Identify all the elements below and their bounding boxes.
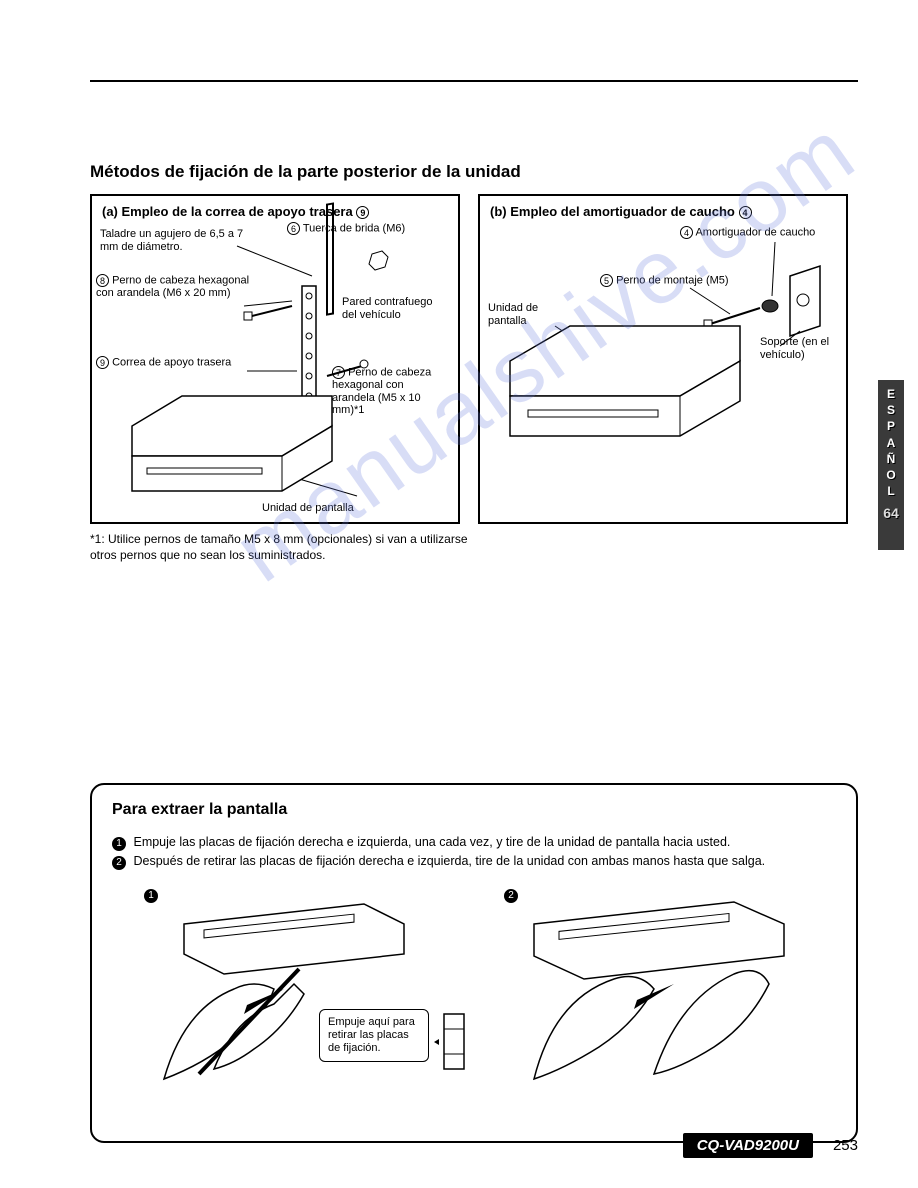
remove-illustrations: 1 Empuje aquí para retirar las placas de… <box>112 889 836 1099</box>
tab-letter: Ñ <box>878 451 904 467</box>
diagram-a-drawing <box>92 196 462 526</box>
footnote: *1: Utilice pernos de tamaño M5 x 8 mm (… <box>90 532 470 563</box>
illus-1: 1 Empuje aquí para retirar las placas de… <box>144 889 444 1099</box>
tab-letter: S <box>878 402 904 418</box>
tab-number: 64 <box>878 505 904 521</box>
step-1: 1 Empuje las placas de fijación derecha … <box>112 833 836 852</box>
section-title: Métodos de fijación de la parte posterio… <box>90 162 858 182</box>
illus-2-drawing <box>504 889 804 1099</box>
diagram-b: (b) Empleo del amortiguador de caucho 4 … <box>478 194 848 524</box>
tab-letter: L <box>878 483 904 499</box>
illus-2: 2 <box>504 889 804 1099</box>
model-badge: CQ-VAD9200U <box>683 1133 813 1158</box>
diagram-b-drawing <box>480 196 850 526</box>
tab-letter: E <box>878 386 904 402</box>
page-number: 253 <box>833 1137 858 1154</box>
lockplate-icon <box>434 1009 484 1079</box>
tab-letter: A <box>878 435 904 451</box>
top-rule <box>90 80 858 82</box>
diagram-a: (a) Empleo de la correa de apoyo trasera… <box>90 194 460 524</box>
language-tab: E S P A Ñ O L 64 <box>878 380 904 550</box>
illus-1-drawing <box>144 889 444 1099</box>
step-2: 2 Después de retirar las placas de fijac… <box>112 852 836 871</box>
step-1-text: Empuje las placas de fijación derecha e … <box>133 835 730 849</box>
callout-text: Empuje aquí para retirar las placas de f… <box>328 1016 415 1054</box>
remove-panel: Para extraer la pantalla 1 Empuje las pl… <box>90 783 858 1143</box>
remove-title: Para extraer la pantalla <box>112 801 836 819</box>
step-2-text: Después de retirar las placas de fijació… <box>133 854 765 868</box>
footer: CQ-VAD9200U 253 <box>683 1133 858 1158</box>
callout-box: Empuje aquí para retirar las placas de f… <box>319 1009 429 1063</box>
tab-letter: O <box>878 467 904 483</box>
diagrams-row: (a) Empleo de la correa de apoyo trasera… <box>90 194 858 524</box>
bullet-2-icon: 2 <box>112 856 126 870</box>
tab-letter: P <box>878 418 904 434</box>
bullet-1-icon: 1 <box>112 837 126 851</box>
